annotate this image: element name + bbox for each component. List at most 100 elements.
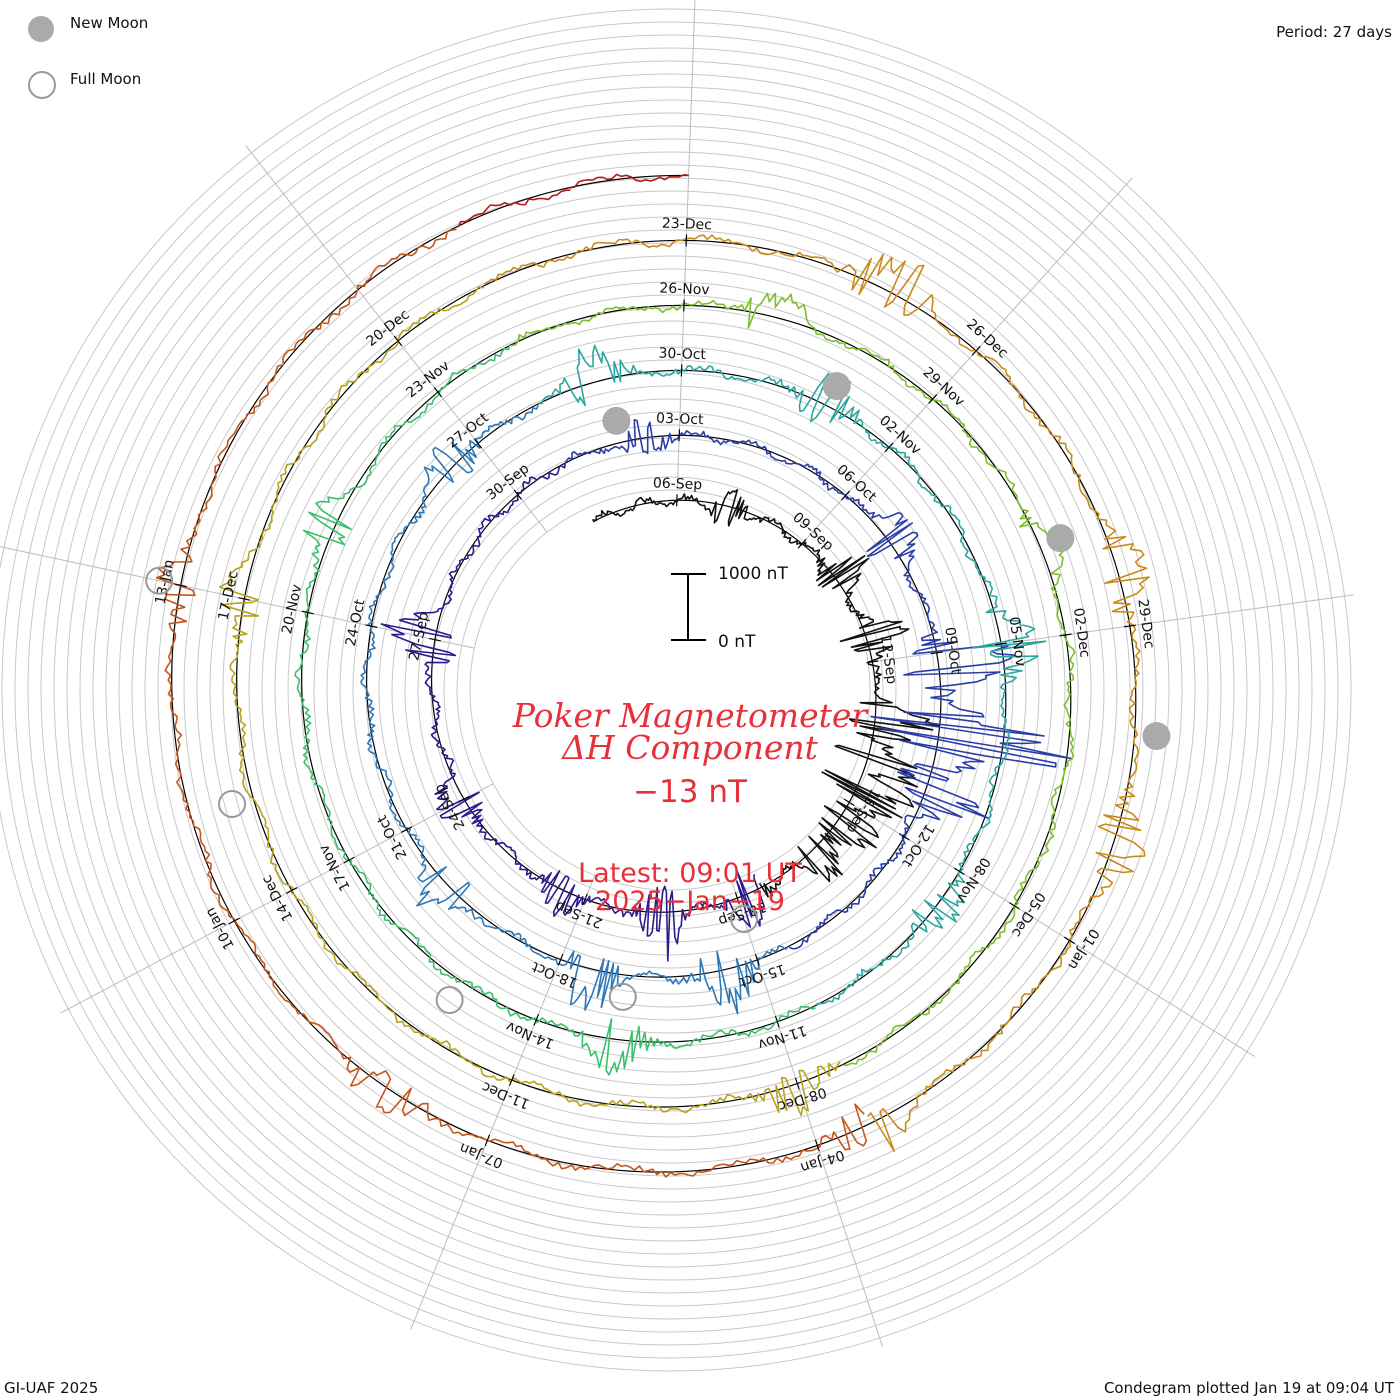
grid-spoke (731, 880, 883, 1347)
date-tick (1123, 624, 1136, 628)
date-tick (841, 490, 851, 501)
date-tick (365, 624, 378, 628)
trace-segment-4-0 (483, 234, 1150, 1152)
grid-ring (170, 190, 1170, 1190)
date-tick (238, 597, 251, 601)
date-tick (458, 795, 470, 803)
date-tick (513, 489, 522, 500)
date-tick (866, 660, 879, 664)
date-label: 17-Nov (316, 842, 354, 894)
trace-segment-5-1 (569, 173, 689, 189)
chart-title-line1: Poker Magnetometer (512, 696, 868, 735)
date-tick (797, 538, 807, 549)
trace-segment-2-0 (538, 344, 1047, 1006)
trace-segment-4-1 (155, 228, 868, 1178)
new-moon-marker (602, 406, 631, 435)
scale-bar-bottom-label: 0 nT (718, 632, 756, 652)
date-label: 02-Nov (876, 413, 924, 459)
date-label: 13-Jan (153, 558, 178, 606)
date-label: 17-Dec (216, 569, 242, 621)
grid-ring (105, 125, 1235, 1255)
date-tick (484, 1134, 491, 1147)
date-tick (473, 438, 483, 449)
grid-ring (352, 372, 988, 1008)
grid-ring (300, 320, 1040, 1060)
grid-ring (40, 60, 1300, 1320)
date-tick (393, 335, 403, 346)
credit-label: GI-UAF 2025 (4, 1379, 99, 1397)
full-moon-legend-icon (28, 71, 56, 99)
chart-title: Poker Magnetometer ΔH Component (430, 696, 950, 767)
plotted-label: Condegram plotted Jan 19 at 09:04 UT (1103, 1379, 1394, 1397)
date-label: 26-Dec (963, 316, 1011, 361)
grid-spoke (803, 177, 1133, 542)
grid-ring (235, 255, 1105, 1125)
date-tick (428, 637, 441, 642)
date-label: 27-Sep (406, 611, 432, 663)
grid-ring (378, 398, 962, 982)
date-label: 03-Oct (656, 411, 705, 429)
date-label: 21-Oct (374, 812, 411, 862)
latest-time-line1: Latest: 09:01 UT (578, 858, 802, 889)
trace-segment-1-1 (360, 405, 789, 1015)
grid-ring (365, 385, 975, 995)
grid-ring (274, 294, 1066, 1086)
current-value: −13 nT (633, 774, 747, 810)
grid-ring (404, 424, 936, 956)
grid-ring (430, 450, 910, 930)
grid-spoke (868, 594, 1354, 663)
date-label: 12-Sep (877, 634, 900, 685)
date-tick (301, 610, 314, 615)
date-tick (898, 833, 910, 841)
date-tick (930, 651, 943, 655)
delta-h-trace (155, 173, 1150, 1178)
date-tick (884, 442, 894, 453)
date-tick-marks (174, 234, 1136, 1152)
date-tick (928, 394, 938, 404)
date-tick (1064, 936, 1075, 945)
date-label: 26-Nov (659, 280, 710, 298)
date-label: 24-Oct (343, 597, 369, 647)
grid-spoke (60, 783, 494, 1014)
trace-segment-3-1 (218, 286, 841, 1117)
scale-bar-top-label: 1000 nT (718, 564, 788, 584)
trace-segment-3-0 (512, 292, 1076, 1067)
date-label: 24-Sep (431, 781, 468, 832)
grid-rings (0, 8, 1352, 1372)
grid-ring (79, 99, 1261, 1281)
grid-ring (248, 268, 1092, 1112)
grid-ring (183, 203, 1157, 1177)
latest-time-line2: 2025−Jan−19 (595, 886, 785, 917)
new-moon-legend-label: New Moon (70, 14, 149, 32)
date-tick (734, 892, 740, 904)
trace-segment-2-1 (294, 344, 816, 1076)
grid-ring (261, 281, 1079, 1099)
date-tick (343, 856, 355, 864)
new-moon-marker (822, 372, 851, 401)
date-tick (533, 1014, 540, 1026)
full-moon-marker (608, 982, 637, 1011)
new-moon-marker (1046, 524, 1075, 553)
grid-ring (131, 151, 1209, 1229)
date-tick (971, 345, 981, 356)
date-tick (582, 893, 588, 906)
date-tick (174, 583, 187, 588)
date-label: 02-Dec (1070, 607, 1093, 659)
date-tick (400, 826, 413, 833)
date-tick (814, 1139, 820, 1152)
date-tick (286, 887, 298, 894)
date-tick (433, 387, 443, 398)
date-tick (843, 798, 855, 806)
date-tick (774, 1015, 780, 1028)
grid-ring (157, 177, 1183, 1203)
chart-title-line2: ΔH Component (562, 728, 818, 767)
new-moon-marker (1142, 722, 1171, 751)
full-moon-marker (145, 566, 174, 595)
date-label: 20-Nov (279, 583, 305, 635)
day-spokes (0, 0, 1354, 1347)
date-label: 11-Dec (480, 1078, 532, 1112)
date-label: 14-Dec (259, 872, 297, 924)
trace-segment-5-0 (457, 189, 571, 228)
